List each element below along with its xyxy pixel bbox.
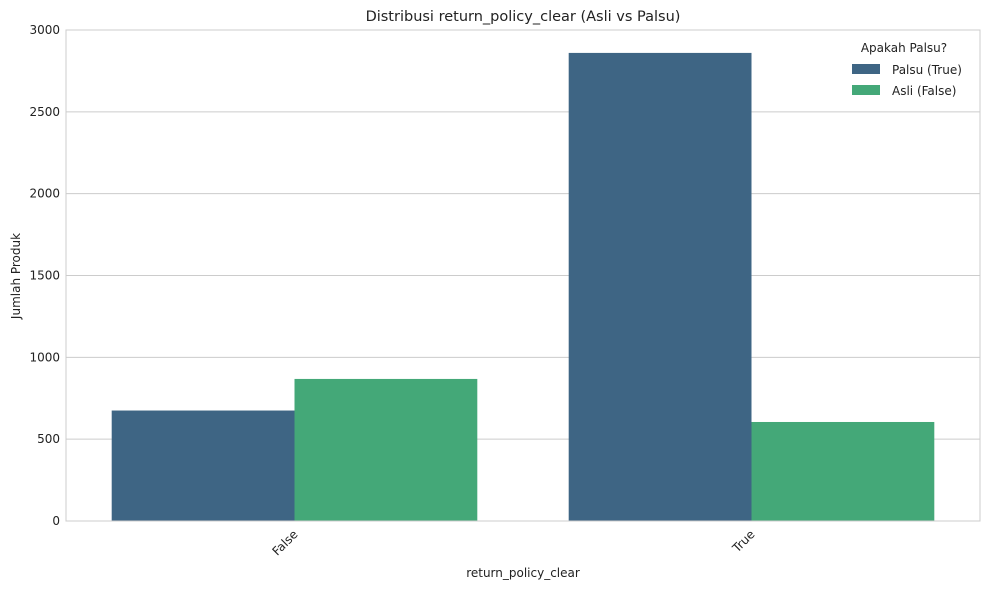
y-tick-label: 500 <box>37 432 60 446</box>
y-tick-label: 1500 <box>29 269 60 283</box>
legend-entry-label: Asli (False) <box>892 84 956 98</box>
legend-items: Palsu (True) Asli (False) <box>852 63 962 98</box>
bars <box>111 52 935 522</box>
y-tick-label: 0 <box>52 514 60 528</box>
bar-false-series-1 <box>294 378 478 521</box>
chart-title: Distribusi return_policy_clear (Asli vs … <box>366 9 681 25</box>
x-tick-label: False <box>269 527 300 558</box>
bar-true-series-1 <box>751 421 935 521</box>
bar-false-series-0 <box>111 410 295 521</box>
y-axis-ticks: 0 500 1000 1500 2000 2500 3000 <box>29 23 60 528</box>
x-axis-ticks: False True <box>269 527 757 558</box>
x-tick-label: True <box>729 527 758 556</box>
y-tick-label: 1000 <box>29 350 60 364</box>
y-axis-label: Jumlah Produk <box>9 233 23 320</box>
bar-true-series-0 <box>568 52 752 522</box>
y-tick-label: 3000 <box>29 23 60 37</box>
legend-entry-label: Palsu (True) <box>892 63 962 77</box>
legend-title: Apakah Palsu? <box>861 41 947 55</box>
legend: Apakah Palsu? Palsu (True) Asli (False) <box>852 41 962 98</box>
legend-swatch <box>852 85 880 95</box>
plot-frame <box>65 29 981 522</box>
y-tick-label: 2500 <box>29 105 60 119</box>
legend-swatch <box>852 64 880 74</box>
y-tick-label: 2000 <box>29 187 60 201</box>
x-axis-label: return_policy_clear <box>466 566 580 580</box>
